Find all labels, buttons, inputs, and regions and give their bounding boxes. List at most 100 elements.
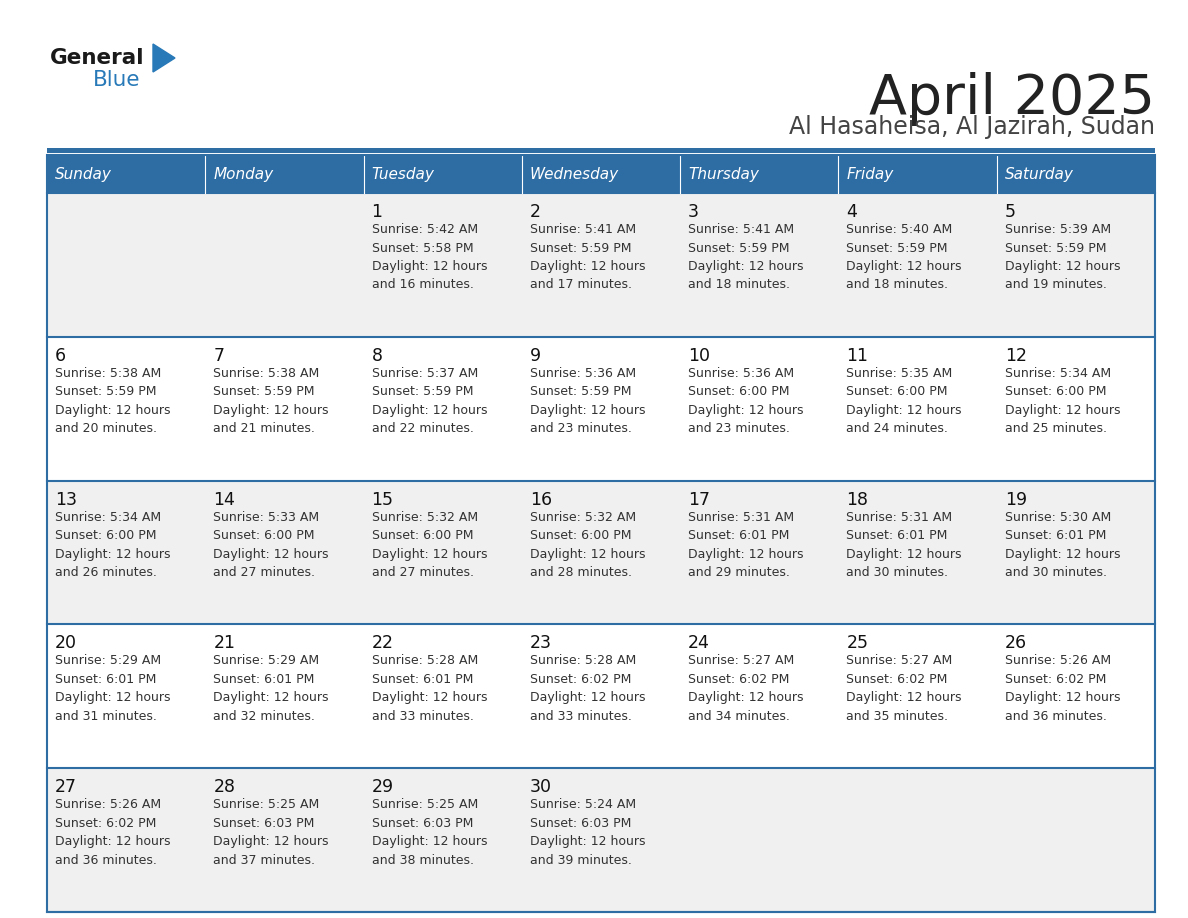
Text: 14: 14 <box>214 490 235 509</box>
Text: Sunset: 6:03 PM: Sunset: 6:03 PM <box>214 817 315 830</box>
Text: Sunrise: 5:38 AM: Sunrise: 5:38 AM <box>55 367 162 380</box>
Text: 18: 18 <box>846 490 868 509</box>
Text: and 31 minutes.: and 31 minutes. <box>55 710 157 722</box>
Text: and 20 minutes.: and 20 minutes. <box>55 422 157 435</box>
Text: Sunrise: 5:42 AM: Sunrise: 5:42 AM <box>372 223 478 236</box>
Text: Daylight: 12 hours: Daylight: 12 hours <box>1005 404 1120 417</box>
Text: Sunset: 6:02 PM: Sunset: 6:02 PM <box>530 673 631 686</box>
Text: Sunrise: 5:39 AM: Sunrise: 5:39 AM <box>1005 223 1111 236</box>
Text: Daylight: 12 hours: Daylight: 12 hours <box>688 260 803 273</box>
Text: Sunrise: 5:41 AM: Sunrise: 5:41 AM <box>688 223 795 236</box>
Text: Sunrise: 5:34 AM: Sunrise: 5:34 AM <box>55 510 162 523</box>
Text: Daylight: 12 hours: Daylight: 12 hours <box>688 404 803 417</box>
Text: Sunday: Sunday <box>55 166 112 182</box>
Text: 24: 24 <box>688 634 710 653</box>
Text: Daylight: 12 hours: Daylight: 12 hours <box>372 548 487 561</box>
Text: Sunrise: 5:40 AM: Sunrise: 5:40 AM <box>846 223 953 236</box>
Text: Sunrise: 5:27 AM: Sunrise: 5:27 AM <box>846 655 953 667</box>
Text: and 16 minutes.: and 16 minutes. <box>372 278 474 292</box>
Text: General: General <box>50 48 145 68</box>
Text: Sunset: 5:59 PM: Sunset: 5:59 PM <box>688 241 790 254</box>
Text: Sunset: 5:59 PM: Sunset: 5:59 PM <box>846 241 948 254</box>
Text: 20: 20 <box>55 634 77 653</box>
Text: 26: 26 <box>1005 634 1026 653</box>
Text: Blue: Blue <box>93 70 140 90</box>
Text: and 30 minutes.: and 30 minutes. <box>846 566 948 579</box>
Text: Sunset: 6:01 PM: Sunset: 6:01 PM <box>214 673 315 686</box>
Text: and 25 minutes.: and 25 minutes. <box>1005 422 1107 435</box>
Text: Sunset: 6:02 PM: Sunset: 6:02 PM <box>1005 673 1106 686</box>
Text: and 30 minutes.: and 30 minutes. <box>1005 566 1107 579</box>
Text: 25: 25 <box>846 634 868 653</box>
Text: 15: 15 <box>372 490 393 509</box>
Text: Daylight: 12 hours: Daylight: 12 hours <box>846 404 962 417</box>
Text: 2: 2 <box>530 203 541 221</box>
Text: Sunset: 6:01 PM: Sunset: 6:01 PM <box>55 673 157 686</box>
Text: Sunrise: 5:36 AM: Sunrise: 5:36 AM <box>530 367 636 380</box>
Text: and 21 minutes.: and 21 minutes. <box>214 422 315 435</box>
Bar <box>48 768 1155 912</box>
Text: Sunset: 5:58 PM: Sunset: 5:58 PM <box>372 241 473 254</box>
Polygon shape <box>153 44 175 72</box>
Bar <box>839 155 997 193</box>
Text: 16: 16 <box>530 490 552 509</box>
Text: and 23 minutes.: and 23 minutes. <box>688 422 790 435</box>
Text: Sunset: 5:59 PM: Sunset: 5:59 PM <box>214 386 315 398</box>
Bar <box>48 481 1155 624</box>
Text: Friday: Friday <box>846 166 893 182</box>
Text: and 18 minutes.: and 18 minutes. <box>846 278 948 292</box>
Text: Daylight: 12 hours: Daylight: 12 hours <box>372 404 487 417</box>
Text: 4: 4 <box>846 203 858 221</box>
Text: Sunset: 6:01 PM: Sunset: 6:01 PM <box>1005 529 1106 543</box>
Text: Sunrise: 5:38 AM: Sunrise: 5:38 AM <box>214 367 320 380</box>
Bar <box>48 193 1155 337</box>
Text: and 19 minutes.: and 19 minutes. <box>1005 278 1106 292</box>
Text: Sunset: 6:01 PM: Sunset: 6:01 PM <box>846 529 948 543</box>
Text: Daylight: 12 hours: Daylight: 12 hours <box>846 691 962 704</box>
Text: Sunset: 5:59 PM: Sunset: 5:59 PM <box>530 241 631 254</box>
Text: 22: 22 <box>372 634 393 653</box>
Text: 12: 12 <box>1005 347 1026 364</box>
Text: Sunset: 6:02 PM: Sunset: 6:02 PM <box>846 673 948 686</box>
Text: Daylight: 12 hours: Daylight: 12 hours <box>55 835 171 848</box>
Text: Daylight: 12 hours: Daylight: 12 hours <box>1005 260 1120 273</box>
Text: Sunset: 6:00 PM: Sunset: 6:00 PM <box>372 529 473 543</box>
Text: and 34 minutes.: and 34 minutes. <box>688 710 790 722</box>
Text: and 29 minutes.: and 29 minutes. <box>688 566 790 579</box>
Text: Daylight: 12 hours: Daylight: 12 hours <box>1005 691 1120 704</box>
Text: Sunrise: 5:26 AM: Sunrise: 5:26 AM <box>1005 655 1111 667</box>
Text: Sunset: 5:59 PM: Sunset: 5:59 PM <box>1005 241 1106 254</box>
Text: Daylight: 12 hours: Daylight: 12 hours <box>846 548 962 561</box>
Text: Daylight: 12 hours: Daylight: 12 hours <box>530 835 645 848</box>
Text: Daylight: 12 hours: Daylight: 12 hours <box>372 691 487 704</box>
Text: 3: 3 <box>688 203 700 221</box>
Text: Sunrise: 5:26 AM: Sunrise: 5:26 AM <box>55 798 162 812</box>
Text: Sunrise: 5:29 AM: Sunrise: 5:29 AM <box>214 655 320 667</box>
Text: Sunrise: 5:35 AM: Sunrise: 5:35 AM <box>846 367 953 380</box>
Text: and 36 minutes.: and 36 minutes. <box>1005 710 1106 722</box>
Text: and 22 minutes.: and 22 minutes. <box>372 422 474 435</box>
Text: Daylight: 12 hours: Daylight: 12 hours <box>530 404 645 417</box>
Text: 11: 11 <box>846 347 868 364</box>
Text: Daylight: 12 hours: Daylight: 12 hours <box>55 404 171 417</box>
Text: Sunset: 6:01 PM: Sunset: 6:01 PM <box>688 529 790 543</box>
Text: Monday: Monday <box>214 166 273 182</box>
Text: Al Hasaheisa, Al Jazirah, Sudan: Al Hasaheisa, Al Jazirah, Sudan <box>789 115 1155 139</box>
Bar <box>48 337 1155 481</box>
Text: Sunset: 6:00 PM: Sunset: 6:00 PM <box>1005 386 1106 398</box>
Bar <box>206 155 364 193</box>
Text: and 24 minutes.: and 24 minutes. <box>846 422 948 435</box>
Text: and 37 minutes.: and 37 minutes. <box>214 854 315 867</box>
Text: Sunrise: 5:31 AM: Sunrise: 5:31 AM <box>846 510 953 523</box>
Text: Sunrise: 5:33 AM: Sunrise: 5:33 AM <box>214 510 320 523</box>
Text: 17: 17 <box>688 490 710 509</box>
Text: 6: 6 <box>55 347 67 364</box>
Text: 8: 8 <box>372 347 383 364</box>
Text: Daylight: 12 hours: Daylight: 12 hours <box>372 260 487 273</box>
Text: and 32 minutes.: and 32 minutes. <box>214 710 315 722</box>
Text: Daylight: 12 hours: Daylight: 12 hours <box>214 548 329 561</box>
Text: Sunrise: 5:34 AM: Sunrise: 5:34 AM <box>1005 367 1111 380</box>
Text: Sunrise: 5:28 AM: Sunrise: 5:28 AM <box>530 655 636 667</box>
Text: and 27 minutes.: and 27 minutes. <box>214 566 315 579</box>
Text: Daylight: 12 hours: Daylight: 12 hours <box>55 548 171 561</box>
